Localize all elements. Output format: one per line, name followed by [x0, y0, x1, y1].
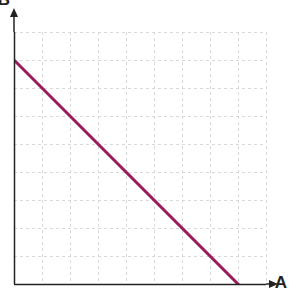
- svg-text:B: B: [0, 0, 10, 9]
- svg-text:A: A: [275, 273, 287, 292]
